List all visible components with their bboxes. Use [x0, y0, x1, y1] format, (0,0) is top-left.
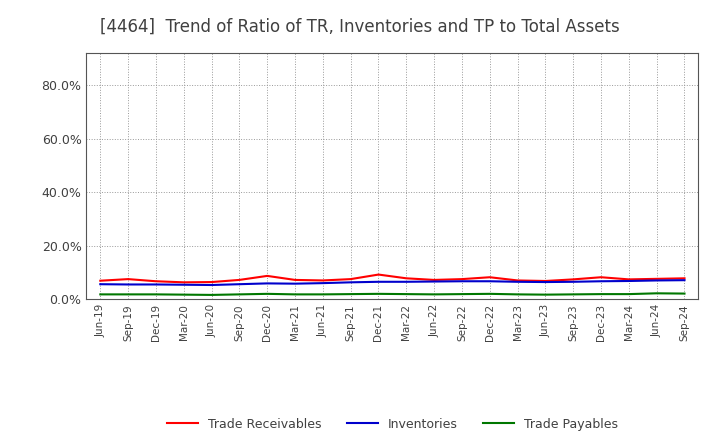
- Text: [4464]  Trend of Ratio of TR, Inventories and TP to Total Assets: [4464] Trend of Ratio of TR, Inventories…: [100, 18, 620, 36]
- Inventories: [374, 279, 383, 284]
- Trade Payables: [458, 291, 467, 297]
- Inventories: [207, 282, 216, 288]
- Inventories: [485, 279, 494, 284]
- Trade Receivables: [207, 279, 216, 285]
- Trade Receivables: [374, 272, 383, 277]
- Trade Receivables: [152, 279, 161, 284]
- Line: Inventories: Inventories: [100, 280, 685, 285]
- Trade Payables: [374, 291, 383, 297]
- Trade Payables: [513, 292, 522, 297]
- Trade Payables: [652, 291, 661, 296]
- Inventories: [96, 282, 104, 287]
- Trade Payables: [124, 292, 132, 297]
- Inventories: [402, 279, 410, 284]
- Trade Receivables: [124, 276, 132, 282]
- Trade Receivables: [291, 277, 300, 282]
- Trade Receivables: [430, 277, 438, 282]
- Trade Payables: [624, 291, 633, 297]
- Trade Receivables: [624, 277, 633, 282]
- Trade Receivables: [652, 276, 661, 282]
- Trade Payables: [152, 292, 161, 297]
- Line: Trade Receivables: Trade Receivables: [100, 275, 685, 282]
- Inventories: [624, 279, 633, 284]
- Legend: Trade Receivables, Inventories, Trade Payables: Trade Receivables, Inventories, Trade Pa…: [162, 413, 623, 436]
- Inventories: [430, 279, 438, 284]
- Trade Receivables: [680, 276, 689, 281]
- Trade Payables: [263, 291, 271, 297]
- Trade Payables: [430, 292, 438, 297]
- Inventories: [263, 281, 271, 286]
- Trade Receivables: [263, 273, 271, 279]
- Inventories: [652, 278, 661, 283]
- Inventories: [458, 279, 467, 284]
- Trade Payables: [207, 292, 216, 297]
- Inventories: [597, 279, 606, 284]
- Trade Payables: [96, 292, 104, 297]
- Trade Payables: [318, 292, 327, 297]
- Trade Payables: [235, 292, 243, 297]
- Trade Receivables: [513, 278, 522, 283]
- Inventories: [513, 279, 522, 284]
- Trade Receivables: [597, 275, 606, 280]
- Trade Receivables: [96, 278, 104, 283]
- Inventories: [680, 278, 689, 283]
- Trade Receivables: [235, 277, 243, 282]
- Trade Payables: [569, 292, 577, 297]
- Inventories: [124, 282, 132, 287]
- Trade Receivables: [569, 277, 577, 282]
- Inventories: [235, 282, 243, 287]
- Inventories: [291, 281, 300, 286]
- Trade Receivables: [485, 275, 494, 280]
- Trade Payables: [346, 291, 355, 297]
- Trade Payables: [541, 292, 550, 297]
- Inventories: [179, 282, 188, 287]
- Trade Payables: [179, 292, 188, 297]
- Inventories: [152, 282, 161, 287]
- Inventories: [346, 280, 355, 285]
- Trade Payables: [680, 291, 689, 296]
- Trade Receivables: [346, 276, 355, 282]
- Trade Payables: [402, 291, 410, 297]
- Trade Payables: [291, 292, 300, 297]
- Trade Receivables: [458, 276, 467, 282]
- Inventories: [569, 279, 577, 284]
- Trade Payables: [597, 291, 606, 297]
- Trade Receivables: [318, 278, 327, 283]
- Trade Receivables: [179, 280, 188, 285]
- Trade Receivables: [541, 279, 550, 284]
- Trade Payables: [485, 291, 494, 297]
- Line: Trade Payables: Trade Payables: [100, 293, 685, 295]
- Trade Receivables: [402, 276, 410, 281]
- Inventories: [541, 279, 550, 285]
- Inventories: [318, 280, 327, 286]
